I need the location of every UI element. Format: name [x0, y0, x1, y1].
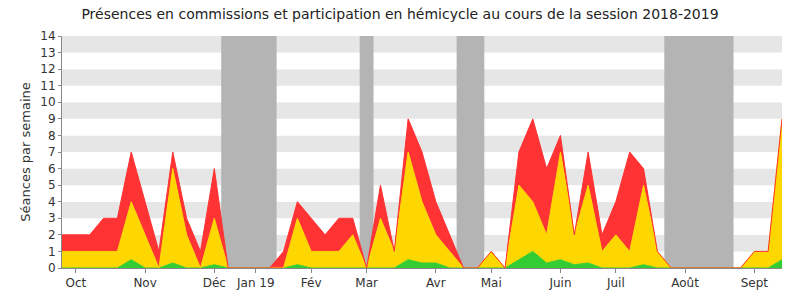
svg-text:Déc: Déc — [203, 276, 226, 290]
svg-text:9: 9 — [48, 112, 56, 126]
svg-text:10: 10 — [40, 95, 55, 109]
svg-text:Séances par semaine: Séances par semaine — [18, 82, 33, 221]
svg-text:6: 6 — [48, 162, 56, 176]
svg-text:12: 12 — [40, 62, 55, 76]
svg-text:3: 3 — [48, 211, 56, 225]
svg-text:Avr: Avr — [426, 276, 446, 290]
svg-text:Juil: Juil — [606, 276, 625, 290]
svg-text:Fév: Fév — [301, 276, 322, 290]
svg-text:Jan 19: Jan 19 — [236, 276, 275, 290]
svg-text:2: 2 — [48, 228, 56, 242]
svg-text:Août: Août — [671, 276, 699, 290]
svg-text:Nov: Nov — [133, 276, 156, 290]
svg-text:0: 0 — [48, 261, 56, 275]
svg-text:Mar: Mar — [355, 276, 378, 290]
svg-text:8: 8 — [48, 129, 56, 143]
svg-text:14: 14 — [40, 29, 55, 43]
svg-text:1: 1 — [48, 245, 56, 259]
svg-text:Présences en commissions et pa: Présences en commissions et participatio… — [81, 6, 718, 22]
svg-text:Juin: Juin — [548, 276, 571, 290]
svg-text:7: 7 — [48, 145, 56, 159]
svg-text:11: 11 — [40, 79, 55, 93]
svg-text:Mai: Mai — [481, 276, 502, 290]
svg-text:Sept: Sept — [741, 276, 769, 290]
svg-text:13: 13 — [40, 46, 55, 60]
svg-text:5: 5 — [48, 178, 56, 192]
svg-text:Oct: Oct — [65, 276, 86, 290]
svg-text:4: 4 — [48, 195, 56, 209]
